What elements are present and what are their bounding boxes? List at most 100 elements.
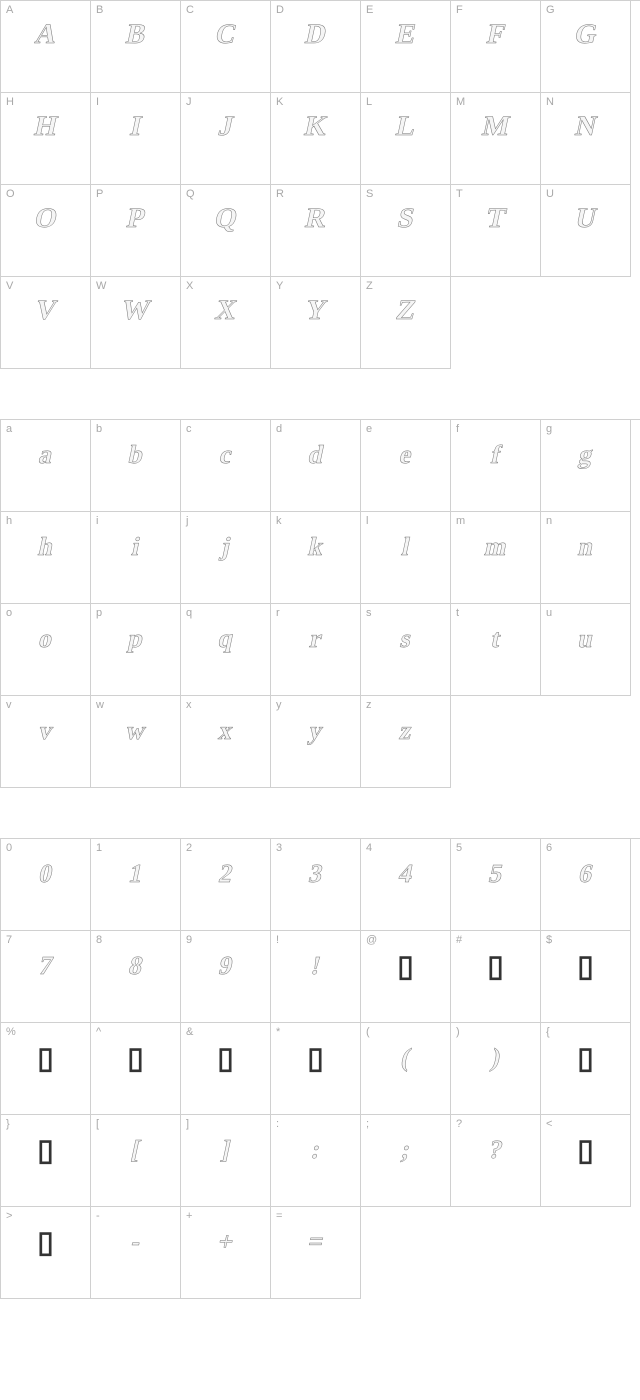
glyph-cell[interactable]: ee [361,420,451,512]
glyph-cell[interactable]: bb [91,420,181,512]
glyph-cell[interactable]: (( [361,1023,451,1115]
glyph-cell[interactable]: 00 [1,839,91,931]
glyph-cell[interactable]: ii [91,512,181,604]
glyph-cell[interactable]: 55 [451,839,541,931]
glyph-cell[interactable]: 88 [91,931,181,1023]
glyph-cell[interactable]: FF [451,1,541,93]
glyph-cell[interactable]: $▯ [541,931,631,1023]
glyph-cell[interactable]: xx [181,696,271,788]
glyph-cell[interactable]: vv [1,696,91,788]
glyph-cell[interactable]: WW [91,277,181,369]
glyph-cell[interactable]: QQ [181,185,271,277]
glyph-cell[interactable]: &▯ [181,1023,271,1115]
glyph-cell[interactable]: VV [1,277,91,369]
glyph-cell[interactable]: oo [1,604,91,696]
glyph-cell[interactable]: {▯ [541,1023,631,1115]
glyph-cell[interactable]: hh [1,512,91,604]
glyph-cell[interactable]: 22 [181,839,271,931]
glyph-cell[interactable]: %▯ [1,1023,91,1115]
glyph-cell[interactable]: HH [1,93,91,185]
glyph-cell[interactable]: kk [271,512,361,604]
glyph-cell[interactable]: zz [361,696,451,788]
cell-key-label: ^ [96,1026,101,1038]
glyph-cell[interactable]: YY [271,277,361,369]
glyph-cell[interactable]: NN [541,93,631,185]
glyph-cell[interactable]: ?? [451,1115,541,1207]
glyph-preview: t [488,624,503,654]
glyph-cell[interactable]: qq [181,604,271,696]
glyph-cell[interactable]: PP [91,185,181,277]
glyph-cell[interactable]: aa [1,420,91,512]
glyph-cell[interactable]: GG [541,1,631,93]
glyph-cell[interactable]: 44 [361,839,451,931]
cell-key-label: P [96,188,103,200]
glyph-cell[interactable]: 66 [541,839,631,931]
glyph-cell[interactable]: }▯ [1,1115,91,1207]
glyph-cell[interactable]: XX [181,277,271,369]
glyph-cell[interactable]: ^▯ [91,1023,181,1115]
glyph-cell[interactable]: yy [271,696,361,788]
cell-key-label: F [456,4,463,16]
glyph-cell[interactable]: MM [451,93,541,185]
glyph-cell[interactable]: 11 [91,839,181,931]
glyph-cell[interactable]: [[ [91,1115,181,1207]
glyph-cell[interactable]: KK [271,93,361,185]
glyph-cell[interactable]: ff [451,420,541,512]
glyph-cell[interactable]: :: [271,1115,361,1207]
glyph-cell[interactable]: 33 [271,839,361,931]
glyph-cell[interactable]: *▯ [271,1023,361,1115]
glyph-cell[interactable]: ww [91,696,181,788]
glyph-cell[interactable]: cc [181,420,271,512]
glyph-cell[interactable]: gg [541,420,631,512]
glyph-cell[interactable]: nn [541,512,631,604]
glyph-cell[interactable]: TT [451,185,541,277]
glyph-cell[interactable]: DD [271,1,361,93]
glyph-cell[interactable]: >▯ [1,1207,91,1299]
glyph-cell[interactable]: SS [361,185,451,277]
glyph-preview: o [36,624,55,654]
glyph-cell[interactable]: CC [181,1,271,93]
glyph-cell[interactable]: ;; [361,1115,451,1207]
glyph-cell[interactable]: mm [451,512,541,604]
glyph-cell[interactable]: @▯ [361,931,451,1023]
glyph-cell[interactable]: AA [1,1,91,93]
glyph-cell[interactable]: <▯ [541,1115,631,1207]
glyph-cell[interactable]: == [271,1207,361,1299]
glyph-cell[interactable]: JJ [181,93,271,185]
glyph-cell[interactable]: ]] [181,1115,271,1207]
glyph-cell[interactable]: ZZ [361,277,451,369]
missing-glyph-icon: ▯ [577,949,594,984]
glyph-cell[interactable]: uu [541,604,631,696]
glyph-cell[interactable]: )) [451,1023,541,1115]
glyph-cell[interactable]: BB [91,1,181,93]
cell-key-label: W [96,280,106,292]
cell-key-label: & [186,1026,193,1038]
glyph-cell[interactable]: -- [91,1207,181,1299]
glyph-cell[interactable]: OO [1,185,91,277]
glyph-preview: 3 [306,859,325,889]
glyph-cell[interactable]: ss [361,604,451,696]
glyph-cell[interactable]: dd [271,420,361,512]
cell-key-label: J [186,96,192,108]
glyph-cell[interactable]: rr [271,604,361,696]
glyph-preview: O [31,203,60,235]
glyph-cell[interactable]: jj [181,512,271,604]
missing-glyph-icon: ▯ [37,1041,54,1076]
glyph-preview: v [36,716,55,746]
glyph-cell[interactable]: ++ [181,1207,271,1299]
glyph-cell[interactable]: LL [361,93,451,185]
glyph-cell[interactable]: II [91,93,181,185]
glyph-preview: h [35,532,56,562]
missing-glyph-icon: ▯ [397,949,414,984]
glyph-cell[interactable]: #▯ [451,931,541,1023]
glyph-cell[interactable]: RR [271,185,361,277]
glyph-cell[interactable]: ll [361,512,451,604]
glyph-cell[interactable]: EE [361,1,451,93]
glyph-cell[interactable]: 99 [181,931,271,1023]
glyph-cell[interactable]: !! [271,931,361,1023]
glyph-cell[interactable]: UU [541,185,631,277]
glyph-cell[interactable]: 77 [1,931,91,1023]
glyph-cell[interactable]: pp [91,604,181,696]
glyph-cell[interactable]: tt [451,604,541,696]
glyph-preview: s [397,624,414,654]
